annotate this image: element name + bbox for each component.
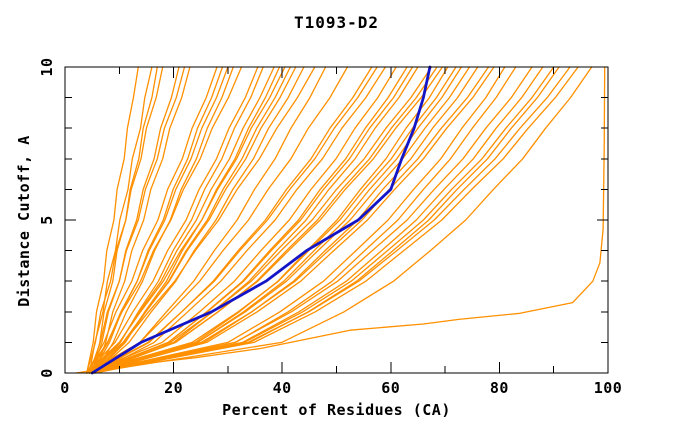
model-curve [94,66,479,374]
model-curve [91,66,544,374]
model-curve [86,66,316,374]
x-tick-label: 40 [272,379,292,397]
model-curve [88,66,414,374]
highlight-model-curve [90,65,432,375]
x-tick-label: 80 [489,379,509,397]
model-curve [86,66,259,374]
model-curve [94,66,305,374]
model-curve [94,66,517,374]
model-curve [91,66,495,374]
model-curve [88,66,186,374]
model-curve [88,66,555,374]
model-curve [86,66,533,374]
model-curve [91,66,158,374]
y-tick-label: 10 [38,57,56,77]
model-curve [88,66,471,374]
model-curve [86,66,139,374]
outlier-model-curve [75,66,606,374]
model-curve [88,66,506,374]
model-curve [88,66,593,374]
model-curve [94,66,387,374]
model-curve [86,66,164,374]
model-curve [94,66,449,374]
model-curve [91,66,180,374]
model-curve [86,66,433,374]
model-curve [86,66,349,374]
y-tick-label: 5 [38,215,56,225]
model-curve [88,66,444,374]
model-curve [91,66,327,374]
x-tick-label: 100 [593,379,623,397]
x-tick-label: 60 [381,379,401,397]
y-tick-label: 0 [38,368,56,378]
chart-title: T1093-D2 [293,13,380,32]
x-tick-label: 20 [164,379,184,397]
model-curve [88,66,153,374]
model-curve [91,66,291,374]
model-curve [88,66,378,374]
model-curve [86,66,490,374]
model-curve [94,66,191,374]
model-curve [86,66,218,374]
model-curve [86,66,243,374]
y-axis-label: Distance Cutoff, A [15,135,33,307]
model-curve [88,66,297,374]
x-tick-label: 0 [60,379,70,397]
model-curve [86,66,286,374]
model-curve [86,66,457,374]
model-curve [86,66,571,374]
x-axis-label: Percent of Residues (CA) [222,401,451,419]
model-curve [91,66,579,374]
